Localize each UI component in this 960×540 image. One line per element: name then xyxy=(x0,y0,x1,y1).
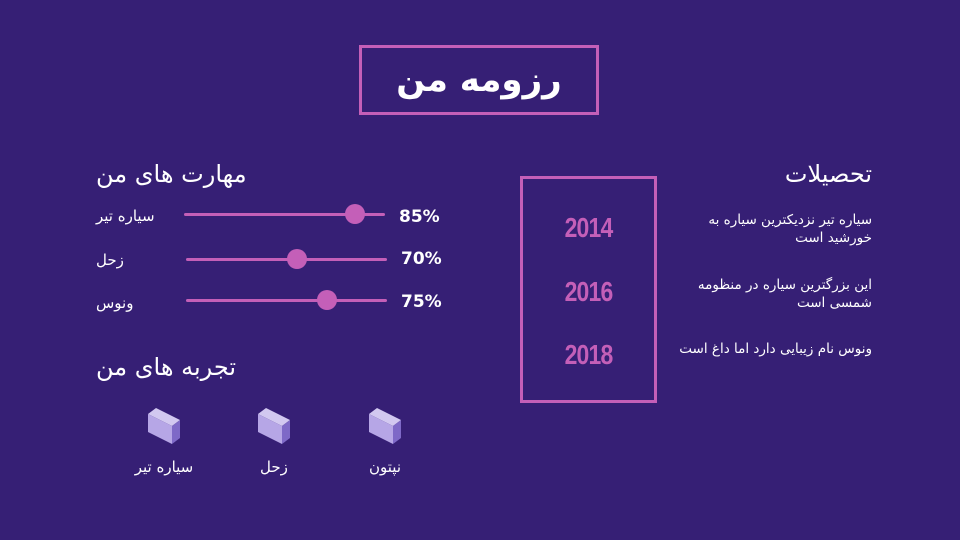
year-label: 2016 xyxy=(564,276,614,307)
skills-title: مهارت های من xyxy=(96,160,247,188)
skill-label: زحل xyxy=(96,251,124,269)
skill-percent: 75% xyxy=(401,292,442,312)
skill-slider-track[interactable] xyxy=(186,290,387,310)
cube-icon xyxy=(148,408,180,444)
skill-percent: 70% xyxy=(401,249,442,269)
skill-slider-track[interactable] xyxy=(186,249,387,269)
experience-label: سیاره تیر xyxy=(134,458,194,476)
page-title: رزومه من xyxy=(396,60,562,100)
cube-icon xyxy=(369,408,401,444)
skill-label: سیاره تیر xyxy=(96,207,155,225)
title-box: رزومه من xyxy=(359,45,599,115)
skill-slider-knob[interactable] xyxy=(286,249,307,269)
experience-label: نپتون xyxy=(369,458,401,476)
education-description: سیاره تیر نزدیکترین سیاره به خورشید است xyxy=(708,212,872,246)
education-description: این بزرگترین سیاره در منظومه شمسی است xyxy=(697,277,872,311)
skill-slider-knob[interactable] xyxy=(316,290,337,310)
year-label: 2018 xyxy=(564,339,614,370)
experience-title: تجربه های من xyxy=(96,353,237,381)
years-box: 2014 2016 2018 xyxy=(520,176,657,403)
cube-icon xyxy=(258,408,290,444)
education-title: تحصیلات xyxy=(784,160,872,188)
skill-slider-track[interactable] xyxy=(184,204,385,224)
year-label: 2014 xyxy=(564,212,614,243)
experience-label: زحل xyxy=(260,458,288,476)
skill-percent: 85% xyxy=(399,207,440,227)
skill-label: ونوس xyxy=(96,294,134,312)
education-description: ونوس نام زیبایی دارد اما داغ است xyxy=(679,341,872,357)
skill-slider-knob[interactable] xyxy=(344,204,365,224)
